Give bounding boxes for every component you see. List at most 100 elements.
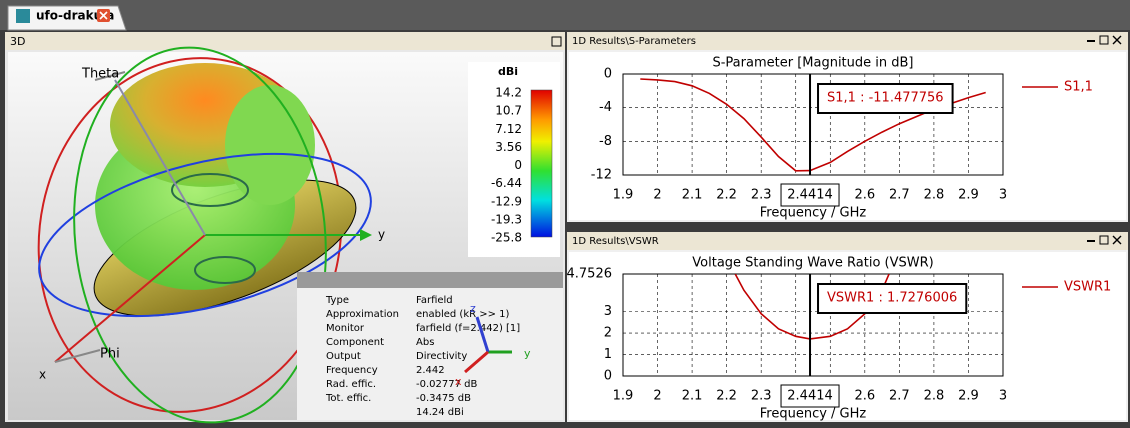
series-line <box>640 78 986 172</box>
x-axis <box>54 234 206 363</box>
x-tick-label: 2.2 <box>716 188 737 203</box>
y-tick-label: 4.7526 <box>567 267 613 282</box>
x-tick-label: 2 <box>653 389 661 404</box>
result-panel: 1D Results\VSWR Voltage Standing Wave Rat… <box>567 232 1128 422</box>
x-tick-label: 2 <box>653 188 661 203</box>
info-value: Directivity <box>416 351 467 362</box>
colorbar-unit: dBi <box>498 65 518 78</box>
phi-pointer <box>54 349 101 363</box>
info-value: -0.02777 dB <box>416 379 477 390</box>
result-panels: 1D Results\S-Parameters S-Parameter [Magn… <box>567 32 1128 422</box>
tab-close-icon <box>99 11 108 20</box>
x-tick-label: 3 <box>999 389 1007 404</box>
x-tick-label: 1.9 <box>613 188 634 203</box>
colorbar <box>530 89 553 238</box>
ring <box>194 256 256 284</box>
annotation-box <box>817 83 954 114</box>
x-tick-label: 2.6 <box>854 188 875 203</box>
ring <box>171 173 249 207</box>
minimize-button[interactable] <box>1087 40 1095 42</box>
info-label: Rad. effic. <box>326 379 376 390</box>
info-label: Tot. effic. <box>325 393 371 404</box>
x-tick-label: 2.3 <box>751 188 772 203</box>
x-tick-label: 2.9 <box>958 389 979 404</box>
y-tick-label: -4 <box>599 100 612 115</box>
y-tick-label: 0 <box>604 369 612 384</box>
info-label: Output <box>326 351 361 362</box>
x-tick-label: 2.6 <box>854 389 875 404</box>
annotation: S1,1 : -11.477756 <box>827 91 944 106</box>
colorbar-tick-label: -12.9 <box>491 194 522 208</box>
info-box <box>297 272 563 420</box>
info-value: Abs <box>416 337 434 348</box>
legend-label: VSWR1 <box>1064 280 1111 295</box>
panel-header <box>567 232 1128 250</box>
info-value: enabled (kR >> 1) <box>416 309 510 320</box>
y-tick-label: 1 <box>604 347 612 362</box>
legend-label: S1,1 <box>1064 80 1093 95</box>
triad-y-label: y <box>524 347 531 360</box>
maximize-button[interactable] <box>1099 35 1109 45</box>
plot-frame <box>622 273 1004 377</box>
y-tick-label: 0 <box>604 67 612 82</box>
side-lobe <box>225 85 315 205</box>
colorbar-tick-label: 14.2 <box>495 86 522 100</box>
tab[interactable] <box>7 5 127 31</box>
chart-title: Voltage Standing Wave Ratio (VSWR) <box>692 256 933 271</box>
colorbar-tick-label: -19.3 <box>491 212 522 226</box>
info-label: Component <box>326 337 384 348</box>
info-value: 2.442 <box>416 365 445 376</box>
phi-label: Phi <box>100 347 120 362</box>
x-tick-label: 2.9 <box>958 188 979 203</box>
close-button[interactable] <box>1112 35 1122 45</box>
info-label: Monitor <box>326 323 365 334</box>
x-tick-label: 2.1 <box>682 389 703 404</box>
close-button[interactable] <box>1112 235 1122 245</box>
info-value: 14.24 dBi <box>416 407 464 418</box>
x-tick-label: 2.8 <box>924 188 945 203</box>
info-header <box>297 272 563 288</box>
axis-triad: z y x <box>455 302 531 388</box>
info-value: Farfield <box>416 295 453 306</box>
maximize-button[interactable] <box>551 36 562 47</box>
x-label: x <box>39 368 46 382</box>
annotation-box <box>817 283 968 314</box>
colorbar-tick-label: -25.8 <box>491 231 522 245</box>
panel-title: 1D Results\VSWR <box>572 236 659 247</box>
x-tick-label: 2.3 <box>751 389 772 404</box>
z-axis <box>114 79 206 236</box>
info-label: Approximation <box>326 309 399 320</box>
maximize-button[interactable] <box>1099 235 1109 245</box>
panel-header <box>5 32 565 50</box>
theta-ring <box>37 57 343 413</box>
x-tick-label: 1.9 <box>613 389 634 404</box>
chart-title: S-Parameter [Magnitude in dB] <box>712 56 913 71</box>
theta-pointer <box>94 71 126 81</box>
triad-x <box>464 350 489 374</box>
ring <box>73 46 327 424</box>
annotation: VSWR1 : 1.7276006 <box>827 291 957 306</box>
plot-frame <box>622 73 1004 176</box>
x-tick-label: 2.1 <box>682 188 703 203</box>
marker-label: 2.4414 <box>787 188 833 203</box>
triad-z-label: z <box>470 302 476 315</box>
colorbar-tick-label: 3.56 <box>495 140 522 154</box>
triad-z <box>475 316 490 353</box>
result-panel: 1D Results\S-Parameters S-Parameter [Magn… <box>567 32 1128 222</box>
tab-icon <box>16 9 30 23</box>
colorbar-tick-label: 10.7 <box>495 104 522 118</box>
x-tick-label: 2.2 <box>716 389 737 404</box>
theta-label: Theta <box>81 67 119 82</box>
minimize-button[interactable] <box>1087 240 1095 242</box>
info-table: Type Farfield Approximation enabled (kR >> … <box>325 295 520 418</box>
colorbar-tick-label: -6.44 <box>491 176 522 190</box>
y-tick-label: -12 <box>591 168 612 183</box>
colorbar-ticks: 14.2 10.7 7.12 3.56 0 -6.44 -12.9 -19.3 -25.8 <box>491 86 522 245</box>
y-tick-label: 2 <box>604 326 612 341</box>
info-value: -0.3475 dB <box>416 393 471 404</box>
tab-label: ufo-drakula <box>36 9 114 23</box>
panel-title: 1D Results\S-Parameters <box>572 36 696 47</box>
y-tick-label: 3 <box>604 304 612 319</box>
x-tick-label: 2.7 <box>889 389 910 404</box>
